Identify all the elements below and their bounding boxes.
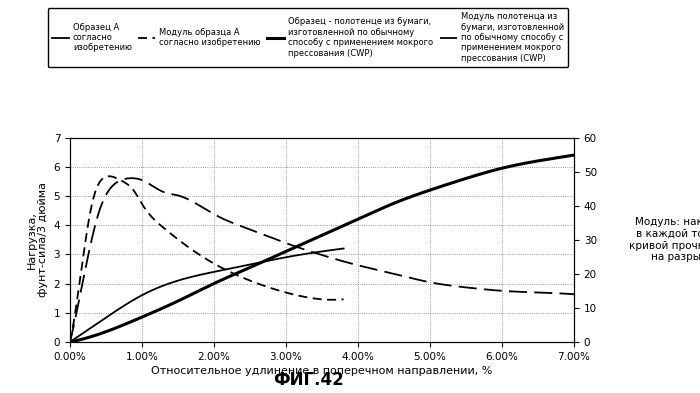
Text: Модуль: наклон
в каждой точке
кривой прочности
на разрыв: Модуль: наклон в каждой точке кривой про… bbox=[629, 217, 700, 262]
Y-axis label: Нагрузка,
фунт-сила/3 дюйма: Нагрузка, фунт-сила/3 дюйма bbox=[27, 182, 48, 297]
X-axis label: Относительное удлинение в поперечном направлении, %: Относительное удлинение в поперечном нап… bbox=[151, 366, 493, 376]
Legend: Образец А
согласно
изобретению, Модуль образца А
согласно изобретению, Образец -: Образец А согласно изобретению, Модуль о… bbox=[48, 8, 568, 67]
Text: ФИГ.42: ФИГ.42 bbox=[272, 371, 344, 389]
